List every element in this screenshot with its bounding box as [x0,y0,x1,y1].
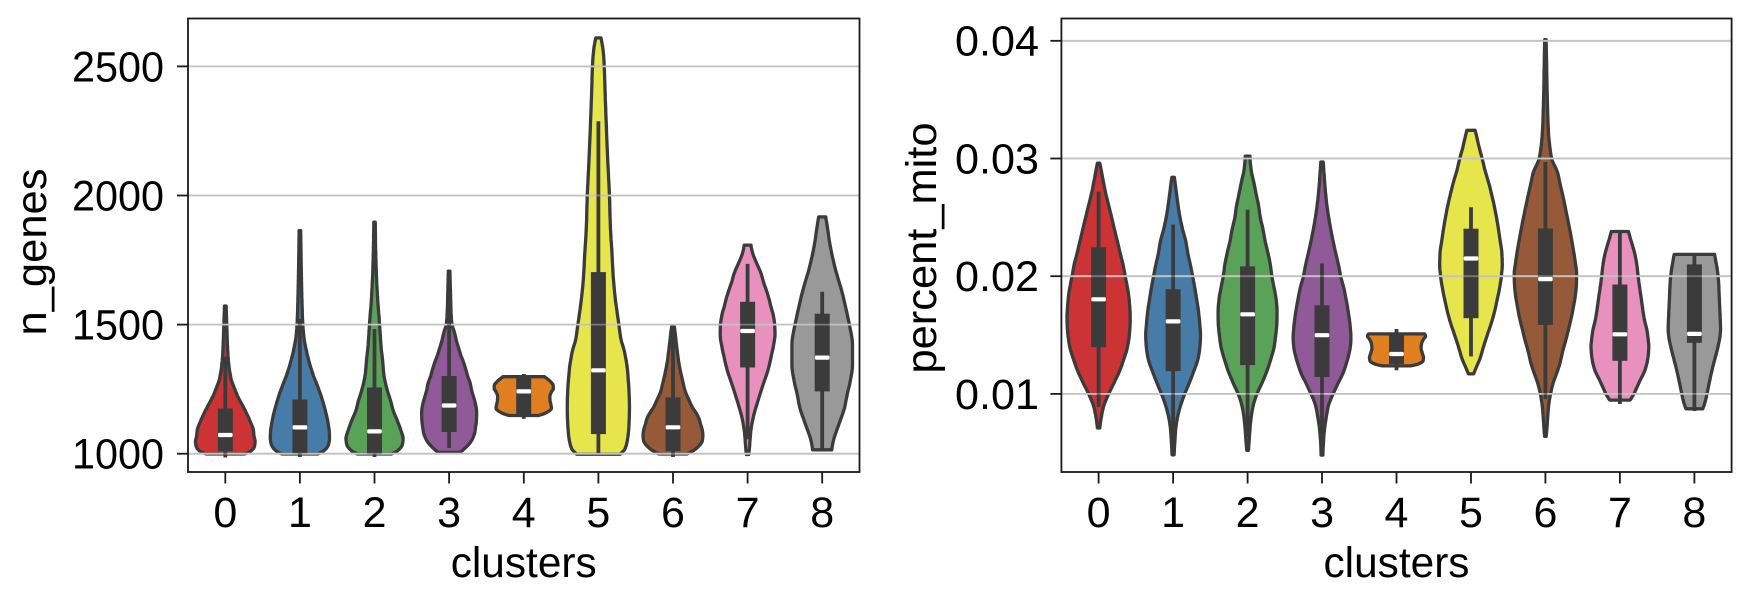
svg-text:2: 2 [363,489,387,537]
svg-text:2: 2 [1236,489,1260,537]
svg-text:4: 4 [1385,489,1409,537]
svg-text:2500: 2500 [72,43,164,91]
svg-text:0.01: 0.01 [955,371,1039,419]
svg-text:clusters: clusters [451,539,597,587]
svg-text:6: 6 [661,489,685,537]
svg-text:5: 5 [1459,489,1483,537]
svg-text:5: 5 [586,489,610,537]
svg-text:1500: 1500 [72,301,164,349]
svg-text:0.02: 0.02 [955,253,1039,301]
svg-text:percent_mito: percent_mito [898,123,946,374]
svg-text:8: 8 [810,489,834,537]
svg-text:8: 8 [1682,489,1706,537]
svg-text:3: 3 [1310,489,1334,537]
svg-text:2000: 2000 [72,172,164,220]
svg-text:0: 0 [1087,489,1111,537]
svg-text:7: 7 [736,489,760,537]
svg-text:6: 6 [1533,489,1557,537]
svg-text:7: 7 [1608,489,1632,537]
svg-text:1: 1 [288,489,312,537]
svg-text:1000: 1000 [72,431,164,479]
svg-text:0: 0 [213,489,237,537]
svg-text:4: 4 [512,489,536,537]
svg-text:0.04: 0.04 [955,18,1039,66]
svg-text:1: 1 [1161,489,1185,537]
svg-text:0.03: 0.03 [955,135,1039,183]
svg-text:3: 3 [437,489,461,537]
svg-text:clusters: clusters [1324,539,1470,587]
svg-text:n_genes: n_genes [8,169,56,336]
